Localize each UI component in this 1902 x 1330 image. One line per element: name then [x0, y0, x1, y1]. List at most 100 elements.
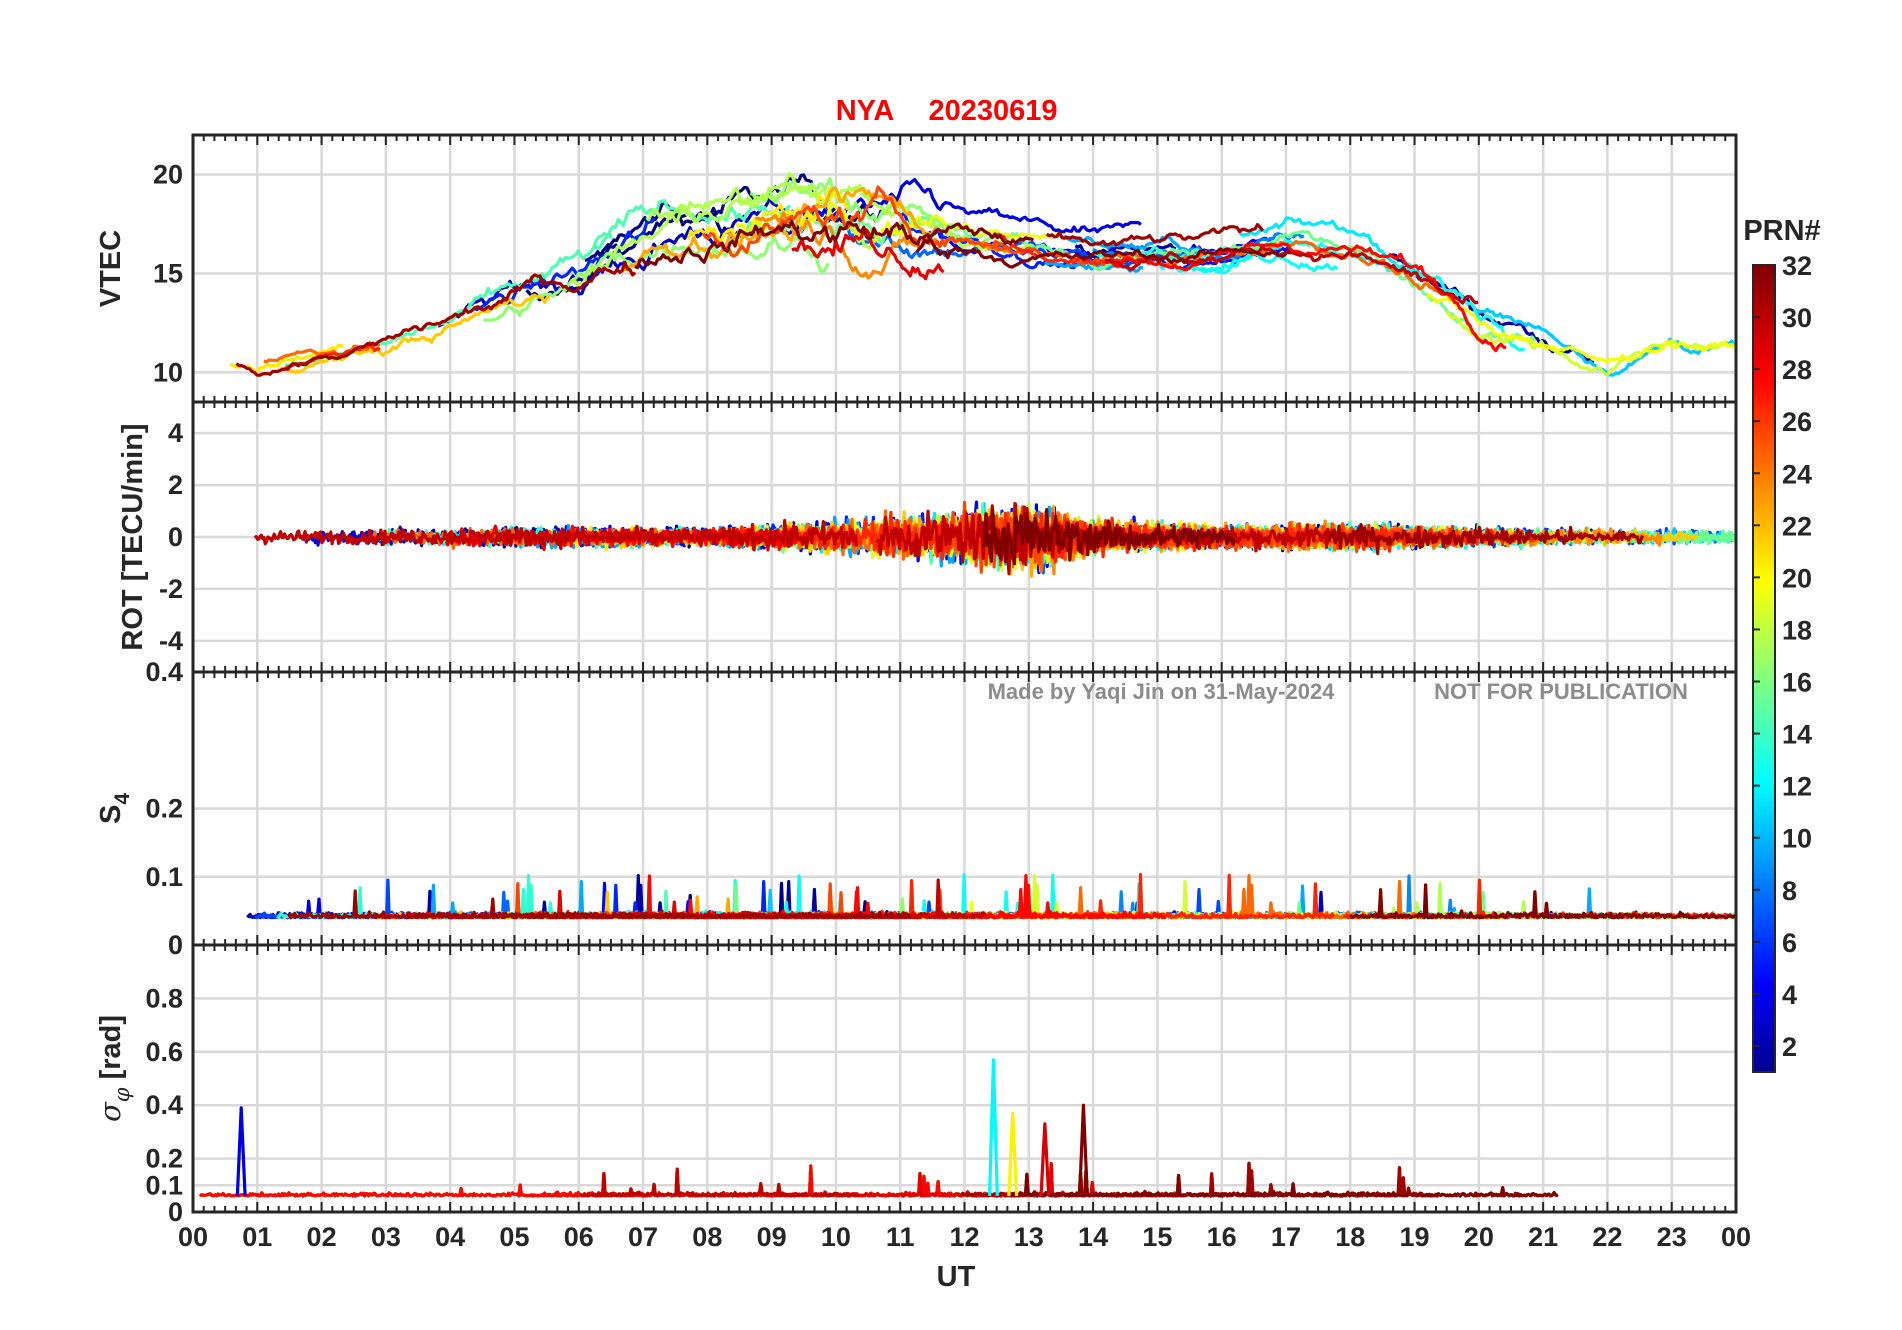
y-tick-label: 0.4 [145, 657, 183, 687]
y-tick-label: 0 [168, 930, 183, 960]
x-tick-label: 19 [1400, 1222, 1430, 1252]
colorbar-tick-label: 2 [1782, 1032, 1797, 1062]
trace-prn-6 [470, 217, 656, 312]
colorbar-tick-label: 30 [1782, 303, 1812, 333]
y-axis-unit: [rad] [95, 1015, 127, 1088]
trace-prn-30 [253, 518, 859, 552]
colorbar-tick-label: 26 [1782, 407, 1812, 437]
trace-prn-32 [634, 219, 1035, 270]
colorbar-tick-label: 32 [1782, 251, 1812, 281]
watermark-author: Made by Yaqi Jin on 31-May-2024 [988, 679, 1336, 704]
y-tick-label: 0.6 [145, 1037, 183, 1067]
x-tick-label: 22 [1592, 1222, 1622, 1252]
x-tick-label: 20 [1464, 1222, 1494, 1252]
trace-prn-15 [593, 199, 792, 250]
y-axis-label: S4 [95, 793, 134, 824]
x-tick-label: 06 [564, 1222, 594, 1252]
panel-frame [191, 943, 1738, 1214]
y-tick-label: 0.1 [145, 862, 183, 892]
y-tick-label: 0.1 [145, 1170, 183, 1200]
colorbar-tick-label: 16 [1782, 668, 1812, 698]
trace-prn-31 [235, 260, 637, 377]
y-tick-label: 20 [153, 160, 183, 190]
x-tick-label: 04 [435, 1222, 465, 1252]
x-tick-label: 21 [1528, 1222, 1558, 1252]
x-axis-label: UT [937, 1261, 976, 1293]
y-tick-label: 2 [168, 470, 183, 500]
colorbar-gradient [1752, 264, 1776, 1073]
colorbar-tick-label: 28 [1782, 355, 1812, 385]
colorbar-tick-label: 22 [1782, 511, 1812, 541]
x-tick-label: 07 [628, 1222, 658, 1252]
colorbar-tick-label: 6 [1782, 928, 1797, 958]
trace-prn-32 [982, 508, 1236, 566]
panel-sigphi: 00.10.2 0.4 0.6 0.8 σφ [rad] [93, 943, 1738, 1227]
trace-prn-30 [1105, 245, 1479, 305]
trace-prn-22 [279, 293, 551, 374]
x-tick-label: 16 [1207, 1222, 1237, 1252]
x-tick-label: 13 [1014, 1222, 1044, 1252]
x-tick-label: 02 [307, 1222, 337, 1252]
x-tick-label: 10 [821, 1222, 851, 1252]
colorbar-tick-label: 10 [1782, 824, 1812, 854]
panel-minor-ticks [192, 402, 1737, 672]
y-tick-label: -4 [159, 626, 183, 656]
trace-peak [1039, 1122, 1051, 1197]
x-tick-label: 14 [1078, 1222, 1108, 1252]
colorbar-tick-label: 18 [1782, 615, 1812, 645]
trace-prn-29 [791, 228, 945, 281]
y-tick-label: 0.8 [145, 983, 183, 1013]
y-tick-label: 0.4 [145, 1090, 183, 1120]
colorbar-tick-label: 20 [1782, 563, 1812, 593]
chart-title-station: NYA [836, 95, 895, 127]
x-tick-label: 15 [1142, 1222, 1172, 1252]
x-tick-label: 09 [757, 1222, 787, 1252]
trace-prn-12 [1238, 216, 1427, 281]
trace-peak [235, 1106, 247, 1197]
colorbar-tick-label: 8 [1782, 876, 1797, 906]
panel-traces [198, 1058, 1559, 1198]
trace-prn-31 [1045, 223, 1264, 247]
x-tick-label: 12 [949, 1222, 979, 1252]
colorbar-label: PRN# [1743, 215, 1820, 247]
panel-vtec: 10 15 20 VTEC [95, 133, 1738, 404]
y-tick-label: 10 [153, 357, 183, 387]
colorbar-tick-label: 4 [1782, 980, 1797, 1010]
x-tick-label: 03 [371, 1222, 401, 1252]
colorbar-tick-label: 24 [1782, 459, 1812, 489]
trace-peak [1077, 1103, 1089, 1197]
colorbar-tick-label: 14 [1782, 720, 1812, 750]
x-tick-label: 01 [242, 1222, 272, 1252]
x-tick-labels: 00 01 02 03 04 05 06 07 08 09 10 11 12 13 14 15 16 17 18 19… [178, 1222, 1751, 1252]
trace-prn-30 [580, 1167, 860, 1198]
trace-prn-17 [750, 176, 993, 247]
x-tick-label: 23 [1657, 1222, 1687, 1252]
x-tick-label: 05 [499, 1222, 529, 1252]
trace-prn-26 [991, 239, 1126, 266]
y-axis-label: ROT [TECU/min] [117, 423, 149, 650]
panel-traces [246, 872, 1736, 920]
x-tick-label: 00 [1721, 1222, 1751, 1252]
x-tick-label: 18 [1335, 1222, 1365, 1252]
trace-prn-26 [701, 185, 1008, 258]
panel-rot: -4 -2 0 2 4 ROT [TECU/min] [117, 400, 1738, 674]
x-tick-label: 08 [692, 1222, 722, 1252]
colorbar-tick-label: 12 [1782, 772, 1812, 802]
panel-traces [229, 172, 1736, 377]
trace-prn-21 [686, 186, 849, 242]
panel-grid [193, 135, 1736, 402]
panel-grid [193, 945, 1736, 1212]
trace-peak [987, 1058, 999, 1197]
y-tick-label: 4 [168, 418, 183, 448]
sigma-symbol: σ [93, 1101, 127, 1122]
trace-prn-32 [915, 236, 1291, 269]
x-tick-label: 00 [178, 1222, 208, 1252]
x-tick-label: 11 [886, 1222, 915, 1252]
y-axis-label: VTEC [95, 230, 127, 307]
panel-traces [253, 500, 1736, 578]
trace-prn-18 [570, 172, 876, 289]
